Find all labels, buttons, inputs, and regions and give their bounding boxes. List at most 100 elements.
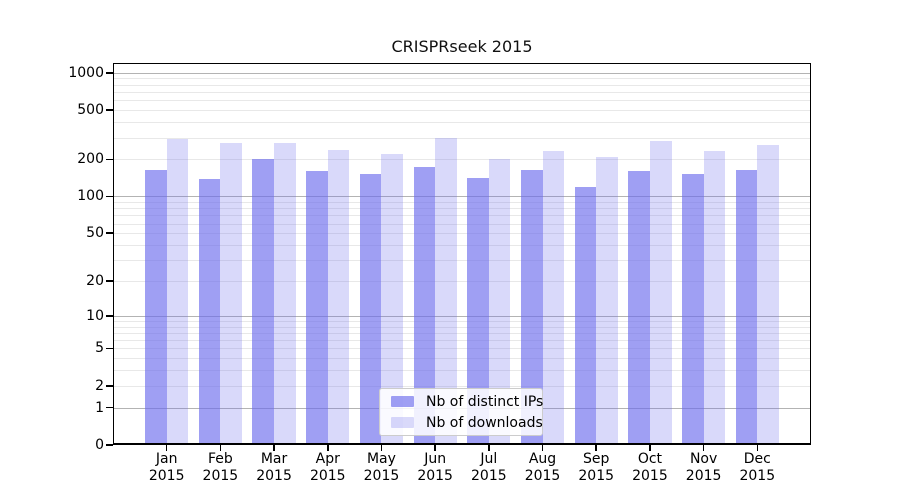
bar-aug-downloads xyxy=(542,151,565,445)
x-tick-label-feb: Feb 2015 xyxy=(188,451,252,485)
y-tick-label-500: 500 xyxy=(77,102,104,119)
x-tick-year: 2015 xyxy=(256,468,292,484)
bar-may-distinct-ips xyxy=(359,173,382,445)
gridline-minor xyxy=(113,78,811,80)
x-tick-year: 2015 xyxy=(148,468,185,484)
x-tick-month: Jun xyxy=(424,451,447,467)
x-tick-month: Apr xyxy=(315,451,340,467)
x-tick-month: Aug xyxy=(528,451,557,467)
gridline-minor xyxy=(113,244,811,246)
x-tick-month: Dec xyxy=(743,451,771,467)
bar-dec-downloads xyxy=(757,145,779,445)
bar-nov-distinct-ips xyxy=(682,174,704,445)
y-tick-mark xyxy=(106,280,113,282)
chart-title: CRISPRseek 2015 xyxy=(391,37,533,56)
x-tick-label-oct: Oct 2015 xyxy=(618,451,682,485)
x-tick-year: 2015 xyxy=(685,468,722,484)
x-tick-label-jun: Jun 2015 xyxy=(403,451,467,485)
plot-area: Nb of distinct IPs Nb of downloads xyxy=(113,63,811,445)
x-tick-year: 2015 xyxy=(524,468,561,484)
x-tick-mark xyxy=(649,445,651,451)
x-tick-month: May xyxy=(366,451,396,467)
bar-feb-downloads xyxy=(220,143,242,445)
legend-item-downloads: Nb of downloads xyxy=(391,414,543,431)
x-tick-mark xyxy=(756,445,759,451)
gridline-minor xyxy=(113,208,811,210)
x-tick-year: 2015 xyxy=(632,468,668,484)
x-tick-year: 2015 xyxy=(309,468,346,484)
gridline-minor xyxy=(113,159,811,161)
gridline-minor xyxy=(113,332,811,334)
gridline-minor xyxy=(113,358,811,360)
bar-feb-distinct-ips xyxy=(198,178,221,445)
bar-jan-distinct-ips xyxy=(145,169,167,445)
gridline-minor xyxy=(113,92,811,93)
legend-item-distinct-ips: Nb of distinct IPs xyxy=(391,394,543,410)
bar-jun-distinct-ips xyxy=(413,167,436,445)
gridline-minor xyxy=(113,348,811,350)
y-tick-label-10: 10 xyxy=(86,307,104,324)
gridline-minor xyxy=(113,223,811,225)
gridline-minor xyxy=(113,326,811,328)
bar-oct-distinct-ips xyxy=(628,171,650,445)
y-tick-label-0: 0 xyxy=(95,437,104,453)
y-tick-mark xyxy=(106,444,113,446)
x-tick-mark xyxy=(327,445,329,451)
x-tick-month: Jan xyxy=(155,451,178,467)
x-tick-mark xyxy=(165,445,168,451)
x-tick-year: 2015 xyxy=(417,468,453,484)
bar-mar-downloads xyxy=(274,142,296,445)
gridline-minor xyxy=(113,110,811,112)
x-tick-label-jan: Jan 2015 xyxy=(135,451,199,485)
x-tick-label-may: May 2015 xyxy=(349,451,413,485)
y-tick-mark xyxy=(106,406,113,409)
legend-label-downloads: Nb of downloads xyxy=(426,414,543,431)
bar-sep-downloads xyxy=(596,156,618,445)
bar-dec-distinct-ips xyxy=(735,169,758,445)
y-tick-label-20: 20 xyxy=(86,272,104,289)
gridline-minor xyxy=(113,233,811,235)
x-tick-mark xyxy=(702,445,705,451)
x-tick-year: 2015 xyxy=(363,468,400,484)
gridline-minor xyxy=(113,385,811,387)
gridline-minor xyxy=(113,100,811,102)
y-tick-label-100: 100 xyxy=(77,188,104,205)
bar-aug-distinct-ips xyxy=(520,169,543,445)
y-tick-label-2: 2 xyxy=(95,377,104,394)
y-tick-mark xyxy=(106,72,113,74)
bar-mar-distinct-ips xyxy=(252,159,275,445)
y-tick-mark xyxy=(106,109,113,111)
x-tick-year: 2015 xyxy=(739,468,776,484)
bar-nov-downloads xyxy=(703,150,726,445)
gridline-minor xyxy=(113,215,811,217)
x-tick-mark xyxy=(434,445,436,451)
y-tick-label-200: 200 xyxy=(77,151,104,168)
x-tick-mark xyxy=(219,445,222,451)
bar-sep-distinct-ips xyxy=(574,187,597,445)
y-tick-label-1000: 1000 xyxy=(68,64,104,81)
y-tick-mark xyxy=(106,158,113,161)
gridline-minor xyxy=(113,320,811,322)
y-tick-label-5: 5 xyxy=(95,340,104,357)
y-tick-mark xyxy=(106,385,113,387)
bar-may-downloads xyxy=(381,154,404,445)
x-tick-year: 2015 xyxy=(578,468,615,484)
gridline-minor xyxy=(113,84,811,86)
x-tick-month: Feb xyxy=(207,451,233,467)
bar-oct-downloads xyxy=(649,140,672,445)
gridline-minor xyxy=(113,370,811,372)
x-tick-label-apr: Apr 2015 xyxy=(296,451,360,485)
y-tick-mark xyxy=(106,195,113,198)
gridline-minor xyxy=(113,137,811,139)
x-tick-mark xyxy=(541,445,544,451)
x-tick-label-sep: Sep 2015 xyxy=(564,451,628,485)
x-tick-mark xyxy=(488,445,490,451)
gridline-minor xyxy=(113,280,811,282)
x-tick-mark xyxy=(273,445,275,451)
x-tick-mark xyxy=(595,445,597,451)
x-tick-month: Nov xyxy=(689,451,718,467)
x-tick-label-aug: Aug 2015 xyxy=(511,451,575,485)
legend: Nb of distinct IPs Nb of downloads xyxy=(379,388,543,436)
x-tick-label-mar: Mar 2015 xyxy=(242,451,306,485)
legend-swatch-downloads xyxy=(391,417,414,428)
